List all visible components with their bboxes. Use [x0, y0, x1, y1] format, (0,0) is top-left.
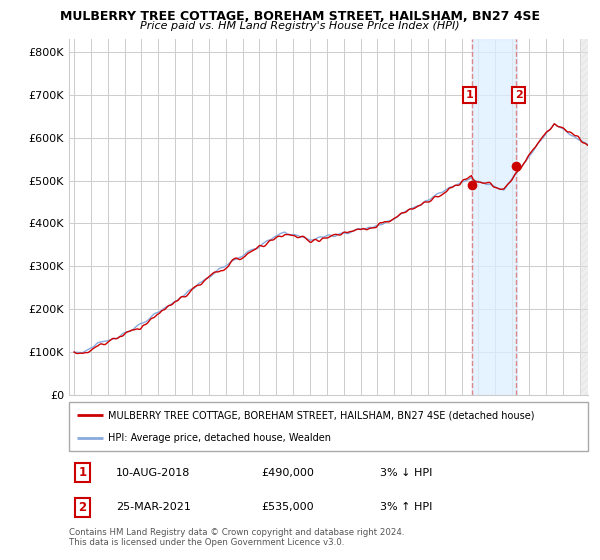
Text: 1: 1	[79, 466, 86, 479]
Text: 2: 2	[515, 90, 523, 100]
Text: 3% ↑ HPI: 3% ↑ HPI	[380, 502, 433, 512]
Text: 1: 1	[466, 90, 473, 100]
Text: £535,000: £535,000	[261, 502, 314, 512]
Text: 10-AUG-2018: 10-AUG-2018	[116, 468, 190, 478]
Text: 2: 2	[79, 501, 86, 514]
Text: MULBERRY TREE COTTAGE, BOREHAM STREET, HAILSHAM, BN27 4SE: MULBERRY TREE COTTAGE, BOREHAM STREET, H…	[60, 10, 540, 23]
Text: 3% ↓ HPI: 3% ↓ HPI	[380, 468, 433, 478]
Text: MULBERRY TREE COTTAGE, BOREHAM STREET, HAILSHAM, BN27 4SE (detached house): MULBERRY TREE COTTAGE, BOREHAM STREET, H…	[108, 410, 535, 421]
Bar	[472, 39, 517, 395]
Text: Price paid vs. HM Land Registry's House Price Index (HPI): Price paid vs. HM Land Registry's House …	[140, 21, 460, 31]
Text: HPI: Average price, detached house, Wealden: HPI: Average price, detached house, Weal…	[108, 433, 331, 444]
Text: Contains HM Land Registry data © Crown copyright and database right 2024.
This d: Contains HM Land Registry data © Crown c…	[69, 528, 404, 547]
Bar	[580, 39, 600, 395]
Text: 25-MAR-2021: 25-MAR-2021	[116, 502, 191, 512]
Text: £490,000: £490,000	[261, 468, 314, 478]
